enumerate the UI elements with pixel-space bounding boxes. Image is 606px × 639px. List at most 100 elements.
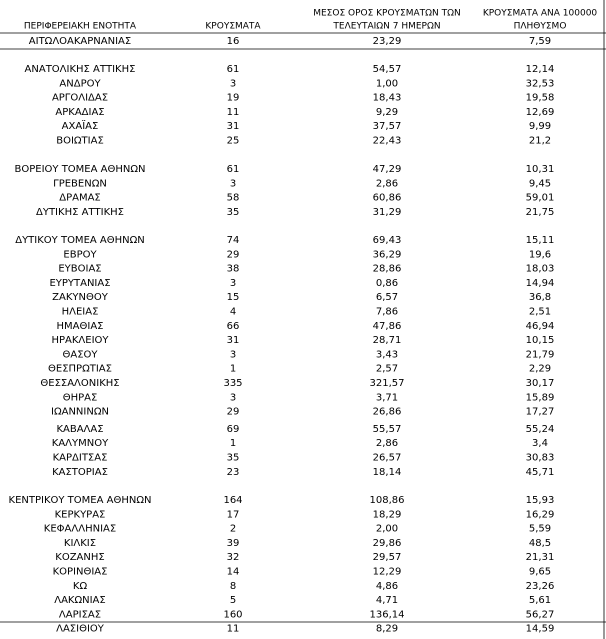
cell-value: 47,86: [373, 321, 402, 332]
cell-value: 30,17: [526, 378, 555, 389]
cell-value: 3,71: [376, 392, 398, 403]
region-name: ΒΟΙΩΤΙΑΣ: [56, 136, 104, 147]
cell-value: 9,99: [529, 121, 551, 132]
cell-value: 45,71: [526, 467, 555, 478]
cell-value: 14,59: [526, 624, 555, 635]
cell-value: 7,86: [376, 307, 398, 318]
cell-value: 160: [223, 609, 242, 620]
cell-value: 3: [230, 349, 236, 360]
cell-value: 38: [227, 264, 240, 275]
column-header: ΠΛΗΘΥΣΜΟ: [514, 22, 567, 32]
cell-value: 321,57: [370, 378, 405, 389]
cell-value: 31: [227, 335, 240, 346]
cell-value: 3: [230, 178, 236, 189]
cell-value: 61: [227, 164, 240, 175]
cell-value: 335: [223, 378, 242, 389]
cell-value: 2,57: [376, 364, 398, 375]
region-name: ΛΑΡΙΣΑΣ: [59, 609, 101, 620]
cell-value: 26,86: [373, 407, 402, 418]
column-header: ΤΕΛΕΥΤΑΙΩΝ 7 ΗΜΕΡΩΝ: [332, 22, 440, 32]
region-name: ΑΡΚΑΔΙΑΣ: [55, 107, 104, 118]
cell-value: 21,2: [529, 136, 551, 147]
cell-value: 23,29: [373, 36, 402, 47]
cell-value: 32: [227, 552, 240, 563]
cell-value: 56,27: [526, 609, 555, 620]
cell-value: 16,29: [526, 509, 555, 520]
cell-value: 69: [227, 424, 240, 435]
column-header: ΠΕΡΙΦΕΡΕΙΑΚΗ ΕΝΟΤΗΤΑ: [24, 22, 137, 32]
cell-value: 18,43: [373, 93, 402, 104]
cell-value: 28,71: [373, 335, 402, 346]
cell-value: 18,14: [373, 467, 402, 478]
region-name: ΘΕΣΠΡΩΤΙΑΣ: [48, 364, 112, 375]
cell-value: 2,00: [376, 524, 398, 535]
cell-value: 14: [227, 567, 240, 578]
cell-value: 15,11: [526, 235, 555, 246]
cell-value: 1,00: [376, 78, 398, 89]
column-header: ΚΡΟΥΣΜΑΤΑ: [205, 22, 261, 32]
cell-value: 18,29: [373, 509, 402, 520]
cell-value: 1: [230, 438, 236, 449]
region-name: ΚΕΦΑΛΛΗΝΙΑΣ: [44, 524, 116, 535]
cell-value: 2,86: [376, 438, 398, 449]
region-name: ΚΟΖΑΝΗΣ: [55, 552, 104, 563]
cell-value: 2,86: [376, 178, 398, 189]
cell-value: 17: [227, 509, 240, 520]
cell-value: 14,94: [526, 278, 555, 289]
region-name: ΙΩΑΝΝΙΝΩΝ: [51, 407, 109, 418]
cell-value: 19,6: [529, 249, 551, 260]
cell-value: 12,69: [526, 107, 555, 118]
cell-value: 1: [230, 364, 236, 375]
region-name: ΚΑΣΤΟΡΙΑΣ: [52, 467, 108, 478]
cell-value: 39: [227, 538, 240, 549]
region-name: ΑΝΑΤΟΛΙΚΗΣ ΑΤΤΙΚΗΣ: [25, 64, 136, 75]
region-name: ΔΡΑΜΑΣ: [59, 193, 101, 204]
region-name: ΑΝΔΡΟΥ: [59, 78, 101, 89]
region-name: ΛΑΚΩΝΙΑΣ: [54, 595, 105, 606]
cell-value: 6,57: [376, 292, 398, 303]
cell-value: 23,26: [526, 581, 555, 592]
cell-value: 136,14: [370, 609, 405, 620]
cell-value: 3: [230, 78, 236, 89]
cell-value: 46,94: [526, 321, 555, 332]
column-header: ΚΡΟΥΣΜΑΤΑ ΑΝΑ 100000: [483, 9, 598, 19]
cell-value: 54,57: [373, 64, 402, 75]
cell-value: 15,93: [526, 495, 555, 506]
cell-value: 58: [227, 193, 240, 204]
cell-value: 8: [230, 581, 236, 592]
region-name: ΚΩ: [73, 581, 88, 592]
cell-value: 3: [230, 278, 236, 289]
cell-value: 60,86: [373, 193, 402, 204]
cell-value: 11: [227, 624, 240, 635]
cell-value: 5,61: [529, 595, 551, 606]
cell-value: 29: [227, 249, 240, 260]
region-name: ΔΥΤΙΚΗΣ ΑΤΤΙΚΗΣ: [36, 207, 124, 218]
cell-value: 26,57: [373, 453, 402, 464]
cell-value: 9,65: [529, 567, 551, 578]
region-name: ΗΜΑΘΙΑΣ: [57, 321, 104, 332]
cell-value: 29,57: [373, 552, 402, 563]
cell-value: 48,5: [529, 538, 551, 549]
region-name: ΕΥΡΥΤΑΝΙΑΣ: [49, 278, 110, 289]
region-name: ΚΟΡΙΝΘΙΑΣ: [53, 567, 108, 578]
region-name: ΖΑΚΥΝΘΟΥ: [52, 292, 109, 303]
cell-value: 21,79: [526, 349, 555, 360]
cell-value: 0,86: [376, 278, 398, 289]
cell-value: 108,86: [370, 495, 405, 506]
cell-value: 9,45: [529, 178, 551, 189]
cell-value: 12,14: [526, 64, 555, 75]
cell-value: 17,27: [526, 407, 555, 418]
region-name: ΚΙΛΚΙΣ: [64, 538, 96, 549]
region-name: ΑΙΤΩΛΟΑΚΑΡΝΑΝΙΑΣ: [29, 36, 131, 47]
cell-value: 4: [230, 307, 236, 318]
cell-value: 19: [227, 93, 240, 104]
cell-value: 7,59: [529, 36, 551, 47]
region-name: ΚΑΒΑΛΑΣ: [56, 424, 103, 435]
cell-value: 4,71: [376, 595, 398, 606]
cell-value: 61: [227, 64, 240, 75]
region-name: ΕΒΡΟΥ: [63, 249, 97, 260]
cell-value: 69,43: [373, 235, 402, 246]
cell-value: 36,8: [529, 292, 551, 303]
cell-value: 5,59: [529, 524, 551, 535]
